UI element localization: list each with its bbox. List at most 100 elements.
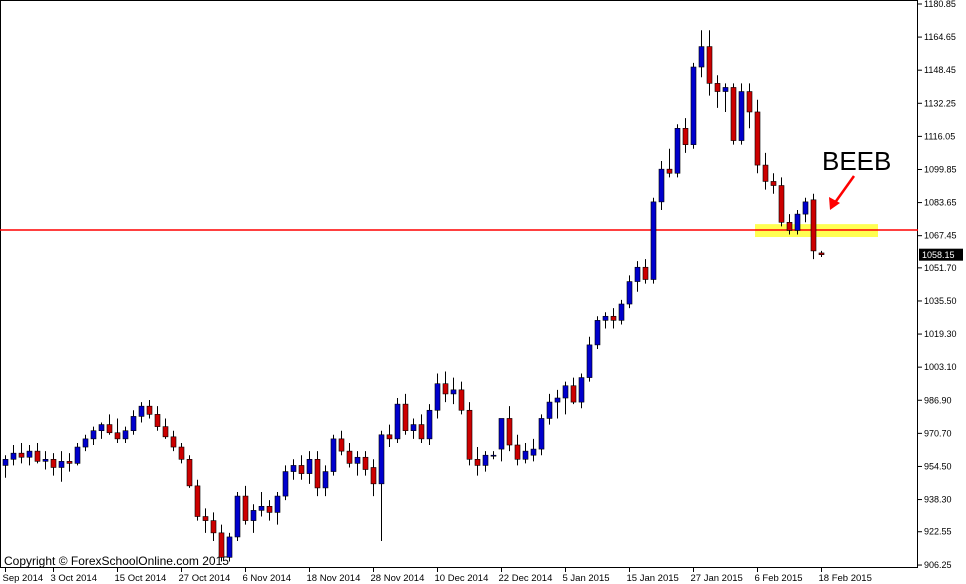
candle-body bbox=[802, 201, 809, 215]
candle-body bbox=[490, 454, 497, 457]
candle-body bbox=[194, 485, 201, 517]
y-tick-label: 1164.65 bbox=[924, 32, 956, 42]
candle-body bbox=[242, 495, 249, 521]
candle-body bbox=[210, 520, 217, 534]
candle-body bbox=[282, 471, 289, 497]
candle-body bbox=[706, 46, 713, 84]
candle-body bbox=[26, 450, 33, 458]
candle-body bbox=[250, 510, 257, 521]
candle-body bbox=[362, 456, 369, 470]
y-tick-label: 1132.25 bbox=[924, 98, 956, 108]
candle-body bbox=[122, 430, 129, 440]
current-price-box bbox=[919, 248, 963, 261]
candle-body bbox=[810, 199, 817, 252]
candle-body bbox=[594, 320, 601, 346]
candle-body bbox=[354, 456, 361, 464]
candle-body bbox=[674, 128, 681, 174]
candle-body bbox=[66, 461, 73, 464]
x-tick-label: Sep 2014 bbox=[3, 573, 44, 584]
candle-body bbox=[450, 389, 457, 395]
candle-body bbox=[738, 91, 745, 141]
candle-body bbox=[202, 516, 209, 521]
candle-body bbox=[378, 434, 385, 485]
y-tick-label: 1035.50 bbox=[924, 296, 957, 306]
candle-body bbox=[714, 83, 721, 92]
current-price-label: 1058.15 bbox=[922, 250, 955, 260]
candle-body bbox=[522, 450, 529, 460]
candle-body bbox=[106, 424, 113, 434]
candle-body bbox=[514, 444, 521, 460]
candle-body bbox=[18, 452, 25, 458]
candle-body bbox=[434, 383, 441, 411]
candle-body bbox=[186, 459, 193, 487]
candle-body bbox=[754, 111, 761, 166]
candle-body bbox=[722, 87, 729, 92]
candle-body bbox=[498, 418, 505, 450]
candle-body bbox=[746, 91, 753, 113]
candle-body bbox=[402, 403, 409, 431]
candle-body bbox=[274, 495, 281, 513]
x-tick-label: 5 Jan 2015 bbox=[563, 573, 610, 584]
candle-body bbox=[458, 389, 465, 411]
y-tick-label: 1067.45 bbox=[924, 231, 957, 241]
candle-body bbox=[778, 185, 785, 223]
candle-body bbox=[370, 467, 377, 485]
candle-body bbox=[634, 266, 641, 282]
x-tick-label: 6 Nov 2014 bbox=[243, 573, 292, 584]
y-tick-label: 1019.30 bbox=[924, 329, 957, 339]
candle-body bbox=[314, 459, 321, 489]
candle-body bbox=[506, 418, 513, 446]
candle-body bbox=[330, 438, 337, 472]
y-tick-label: 1116.05 bbox=[924, 131, 955, 141]
candle-body bbox=[178, 446, 185, 460]
y-tick-label: 970.70 bbox=[924, 428, 952, 438]
candle-body bbox=[290, 465, 297, 472]
candle-body bbox=[346, 450, 353, 464]
candle-body bbox=[114, 432, 121, 440]
candle-body bbox=[818, 252, 825, 255]
candle-body bbox=[530, 448, 537, 456]
candle-body bbox=[570, 385, 577, 403]
y-tick-label: 1003.10 bbox=[924, 362, 957, 372]
candle-body bbox=[666, 168, 673, 174]
candle-body bbox=[618, 303, 625, 321]
candle-body bbox=[386, 434, 393, 440]
candle-body bbox=[98, 424, 105, 431]
candle-body bbox=[770, 181, 777, 186]
x-tick-label: 27 Oct 2014 bbox=[179, 573, 231, 584]
candle-body bbox=[418, 424, 425, 440]
x-tick-label: 28 Nov 2014 bbox=[371, 573, 425, 584]
candle-body bbox=[138, 405, 145, 417]
candle-body bbox=[442, 383, 449, 395]
candle-body bbox=[90, 430, 97, 440]
candle-body bbox=[410, 424, 417, 431]
candle-body bbox=[658, 168, 665, 203]
x-tick-label: 15 Oct 2014 bbox=[115, 573, 167, 584]
x-tick-label: 3 Oct 2014 bbox=[51, 573, 97, 584]
x-tick-label: 15 Jan 2015 bbox=[627, 573, 679, 584]
x-tick-label: 6 Feb 2015 bbox=[755, 573, 803, 584]
candle-body bbox=[130, 416, 137, 431]
x-tick-label: 22 Dec 2014 bbox=[499, 573, 553, 584]
y-tick-label: 1148.45 bbox=[924, 65, 956, 75]
annotation-arrow bbox=[832, 175, 856, 205]
x-tick-label: 18 Feb 2015 bbox=[819, 573, 872, 584]
candle-body bbox=[42, 459, 49, 462]
candle-body bbox=[226, 536, 233, 558]
candle-body bbox=[74, 446, 81, 464]
candle-body bbox=[602, 315, 609, 321]
candle-body bbox=[234, 495, 241, 538]
y-tick-label: 1180.85 bbox=[924, 0, 956, 9]
candle-body bbox=[730, 87, 737, 141]
candle-body bbox=[10, 452, 17, 460]
candle-body bbox=[762, 164, 769, 182]
candle-body bbox=[610, 315, 617, 321]
candle-body bbox=[562, 385, 569, 399]
candle-body bbox=[338, 438, 345, 452]
candle-body bbox=[474, 459, 481, 466]
candle-body bbox=[578, 377, 585, 403]
x-tick-label: 27 Jan 2015 bbox=[691, 573, 743, 584]
y-tick-label: 1051.70 bbox=[924, 263, 957, 273]
candle-body bbox=[146, 405, 153, 415]
candle-body bbox=[218, 532, 225, 558]
